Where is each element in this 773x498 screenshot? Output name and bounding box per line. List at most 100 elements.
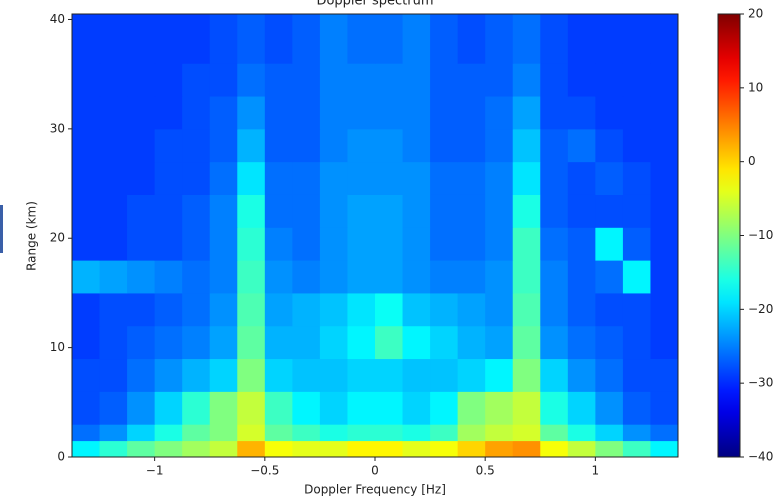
- heatmap-cell: [209, 292, 238, 327]
- heatmap-cell: [182, 358, 211, 392]
- heatmap-cell: [182, 63, 211, 97]
- heatmap-cell: [650, 14, 679, 64]
- heatmap-cell: [485, 128, 514, 163]
- heatmap-cell: [567, 440, 596, 458]
- heatmap-cell: [402, 96, 431, 130]
- heatmap-cell: [127, 358, 156, 392]
- heatmap-cell: [485, 325, 514, 360]
- heatmap-cell: [540, 96, 569, 130]
- heatmap-cell: [347, 128, 376, 163]
- heatmap-cell: [540, 194, 569, 228]
- heatmap-cell: [182, 161, 211, 195]
- heatmap-cell: [567, 325, 596, 360]
- heatmap-cell: [99, 227, 128, 261]
- heatmap-cell: [512, 440, 541, 458]
- heatmap-cell: [154, 260, 183, 294]
- heatmap-cell: [540, 424, 569, 442]
- heatmap-cell: [512, 260, 541, 294]
- y-tick-label: 40: [50, 12, 65, 26]
- heatmap-cell: [99, 325, 128, 360]
- heatmap-cell: [540, 161, 569, 195]
- heatmap-cell: [99, 292, 128, 327]
- heatmap-cell: [430, 96, 459, 130]
- colorbar-tick-label: 10: [748, 80, 763, 94]
- heatmap-cell: [209, 325, 238, 360]
- heatmap-cell: [182, 194, 211, 228]
- heatmap-cell: [99, 194, 128, 228]
- heatmap-cell: [72, 194, 101, 228]
- heatmap-cell: [375, 358, 404, 392]
- heatmap-cell: [485, 260, 514, 294]
- heatmap-cell: [622, 440, 651, 458]
- heatmap-cell: [430, 227, 459, 261]
- heatmap-cell: [402, 358, 431, 392]
- heatmap-cell: [512, 14, 541, 64]
- heatmap-cell: [319, 424, 348, 442]
- heatmap-cell: [319, 128, 348, 163]
- colorbar-tick-label: 0: [748, 154, 756, 168]
- heatmap-cell: [99, 260, 128, 294]
- heatmap-cell: [154, 161, 183, 195]
- heatmap-cell: [650, 260, 679, 294]
- heatmap-cell: [127, 227, 156, 261]
- heatmap-cell: [540, 440, 569, 458]
- heatmap-cell: [430, 424, 459, 442]
- heatmap-cell: [512, 391, 541, 425]
- heatmap-cell: [485, 194, 514, 228]
- heatmap-cell: [375, 292, 404, 327]
- heatmap-cell: [154, 325, 183, 360]
- heatmap-cell: [292, 292, 321, 327]
- heatmap-cell: [567, 391, 596, 425]
- heatmap-cell: [319, 391, 348, 425]
- heatmap-cell: [650, 63, 679, 97]
- heatmap-cell: [127, 391, 156, 425]
- heatmap-cell: [622, 325, 651, 360]
- colorbar-tick-label: −30: [748, 376, 773, 390]
- heatmap-cell: [292, 128, 321, 163]
- heatmap-cell: [347, 63, 376, 97]
- heatmap-cell: [595, 424, 624, 442]
- heatmap-cell: [264, 63, 293, 97]
- heatmap-cell: [540, 391, 569, 425]
- heatmap-cell: [485, 424, 514, 442]
- heatmap-cell: [154, 128, 183, 163]
- heatmap-cell: [622, 96, 651, 130]
- heatmap-cell: [512, 194, 541, 228]
- heatmap-cell: [485, 358, 514, 392]
- heatmap-cell: [567, 161, 596, 195]
- heatmap-cell: [430, 14, 459, 64]
- heatmap-cell: [485, 440, 514, 458]
- heatmap-cell: [209, 424, 238, 442]
- heatmap-cell: [457, 260, 486, 294]
- heatmap-cell: [347, 96, 376, 130]
- heatmap-cell: [540, 14, 569, 64]
- heatmap-cell: [99, 128, 128, 163]
- heatmap-cell: [595, 14, 624, 64]
- heatmap-cell: [154, 358, 183, 392]
- heatmap-cell: [402, 292, 431, 327]
- heatmap-cell: [512, 358, 541, 392]
- heatmap-cell: [650, 128, 679, 163]
- heatmap-cell: [402, 63, 431, 97]
- heatmap-cell: [595, 440, 624, 458]
- heatmap-cell: [567, 63, 596, 97]
- heatmap-cell: [292, 227, 321, 261]
- heatmap-cell: [567, 128, 596, 163]
- heatmap-cell: [72, 14, 101, 64]
- heatmap-cell: [595, 96, 624, 130]
- y-tick-label: 20: [50, 231, 65, 245]
- heatmap-cell: [292, 63, 321, 97]
- heatmap-cell: [99, 391, 128, 425]
- heatmap-cell: [292, 440, 321, 458]
- heatmap-cell: [457, 161, 486, 195]
- heatmap-cell: [375, 194, 404, 228]
- heatmap-cell: [512, 325, 541, 360]
- heatmap-cell: [430, 391, 459, 425]
- heatmap-cell: [292, 391, 321, 425]
- heatmap-cell: [237, 424, 266, 442]
- heatmap-cell: [595, 391, 624, 425]
- heatmap-cell: [430, 358, 459, 392]
- heatmap-cell: [292, 325, 321, 360]
- heatmap-cell: [182, 391, 211, 425]
